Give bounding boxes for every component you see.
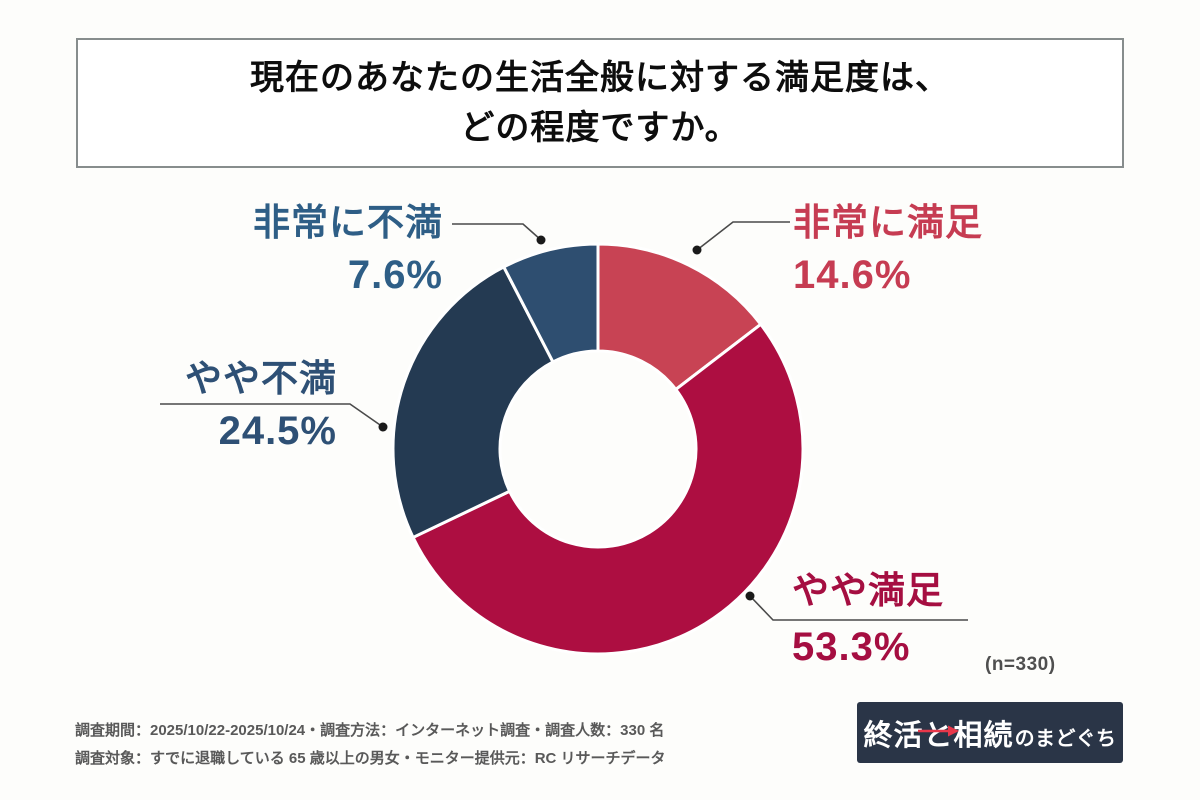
logo-part3: 相続 (953, 719, 1014, 752)
donut-segment-0 (596, 242, 763, 391)
callout-very-dissatisfied: 非常に不満 7.6% (253, 197, 443, 301)
logo-text-main: 終活と相続 (864, 712, 1014, 754)
segment-label: やや不満 (185, 358, 337, 399)
donut-segments-group (391, 242, 805, 656)
donut-segment-1 (411, 322, 805, 656)
segment-value: 53.3% (792, 625, 911, 669)
segment-label: 非常に満足 (793, 202, 983, 243)
leader-dot-somewhat-dissatisfied (378, 422, 388, 432)
leader-line-very-satisfied (696, 221, 790, 251)
segment-label: やや満足 (792, 570, 944, 611)
logo-part1: 終活 (863, 719, 924, 752)
survey-note-line1: 調査期間：2025/10/22-2025/10/24・調査方法：インターネット調… (75, 722, 665, 739)
segment-label: 非常に不満 (253, 202, 443, 243)
callout-very-satisfied: 非常に満足 14.6% (793, 197, 983, 301)
leader-dot-very-satisfied (692, 245, 702, 255)
callout-somewhat-satisfied: やや満足 53.3% (792, 563, 944, 675)
segment-value: 14.6% (793, 253, 912, 297)
leader-dot-somewhat-satisfied (745, 591, 755, 601)
leader-line-somewhat-dissatisfied (160, 403, 384, 428)
question-title-box: 現在のあなたの生活全般に対する満足度は、 どの程度ですか。 (76, 38, 1124, 168)
leader-line-somewhat-satisfied (749, 595, 968, 621)
donut-segment-3 (502, 242, 600, 364)
segment-value: 7.6% (347, 253, 443, 297)
sample-size-note: (n=330) (985, 654, 1056, 675)
survey-note-line2: 調査対象：すでに退職している 65 歳以上の男女・モニター提供元：RC リサーチ… (75, 750, 666, 767)
brand-logo: 終活と相続 のまどぐち (857, 702, 1123, 763)
logo-accent-arrow (917, 725, 959, 736)
leader-dot-very-dissatisfied (536, 235, 546, 245)
leader-lines-group (160, 221, 968, 621)
segment-value: 24.5% (218, 409, 337, 453)
question-title-line2: どの程度ですか。 (460, 109, 740, 147)
question-title-line1: 現在のあなたの生活全般に対する満足度は、 (250, 59, 950, 97)
donut-segment-2 (391, 265, 555, 539)
leader-line-very-dissatisfied (452, 223, 542, 241)
callout-somewhat-dissatisfied: やや不満 24.5% (185, 352, 337, 458)
survey-notes: 調査期間：2025/10/22-2025/10/24・調査方法：インターネット調… (75, 717, 666, 773)
logo-text-suffix: のまどぐち (1014, 727, 1117, 750)
logo-part2: と (917, 712, 959, 754)
